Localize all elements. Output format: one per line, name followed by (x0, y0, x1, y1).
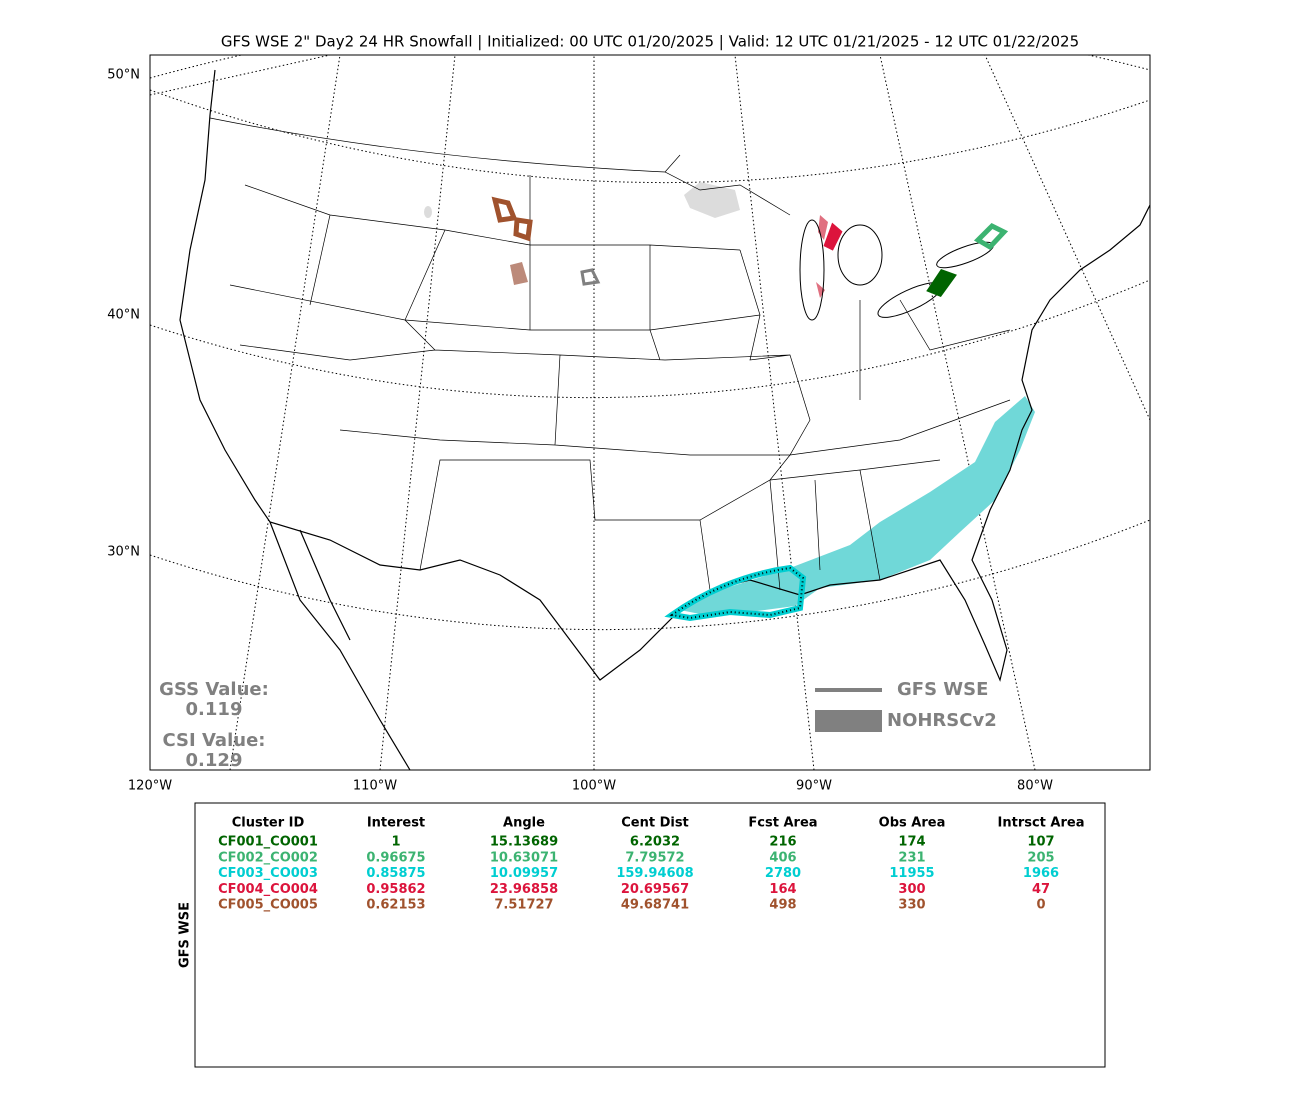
column-header: Interest (367, 816, 425, 831)
table-cell: 0.62153 (366, 898, 425, 913)
coastline (179, 69, 1150, 682)
border (209, 117, 791, 216)
table-side-label: GFS WSE (178, 902, 193, 968)
column-header: Cent Dist (621, 816, 689, 831)
table-cell: 23.96858 (490, 882, 558, 897)
fcst-cluster-outline (823, 222, 843, 251)
csi-value: 0.129 (186, 750, 243, 771)
lon-label: 110°W (353, 779, 397, 794)
state-borders (229, 175, 1011, 591)
table-cell: 6.2032 (630, 835, 680, 850)
table-cell: 10.63071 (490, 850, 558, 865)
table-cell: 107 (1027, 835, 1054, 850)
lake (837, 224, 883, 286)
table-cell: 174 (898, 835, 925, 850)
column-header: Obs Area (879, 816, 946, 831)
map: 50°N 40°N 30°N 120°W 110°W 100°W 90°W 80… (107, 54, 1151, 794)
table-cell: 0 (1036, 898, 1045, 913)
table-cell: 0.96675 (366, 850, 425, 865)
column-header: Angle (503, 816, 545, 831)
table-cell: 216 (769, 835, 796, 850)
csi-label: CSI Value: (163, 730, 266, 751)
table-cell: 49.68741 (621, 898, 689, 913)
obs-snow-area (684, 182, 740, 218)
column-header: Fcst Area (748, 816, 817, 831)
lon-label: 100°W (572, 779, 616, 794)
table-cell: 0.95862 (366, 882, 425, 897)
table-cell: 7.79572 (625, 850, 684, 865)
table-cell: CF001_CO001 (218, 835, 318, 850)
lat-label: 30°N (107, 545, 140, 560)
table-cell: 20.69567 (621, 882, 689, 897)
table-cell: 205 (1027, 850, 1054, 865)
fcst-cluster-outline (664, 564, 807, 622)
lon-label: 90°W (796, 779, 832, 794)
fcst-cluster-outline (580, 268, 601, 286)
lat-label: 50°N (107, 68, 140, 83)
fcst-cluster-outline (926, 268, 957, 298)
table-cell: 159.94608 (616, 866, 693, 881)
legend-label: GFS WSE (897, 679, 988, 700)
map-frame (149, 54, 1151, 771)
table-cell: CF003_CO003 (218, 866, 318, 881)
lon-label: 120°W (128, 779, 172, 794)
table-cell: 7.51727 (494, 898, 553, 913)
obs-snow-area (816, 215, 828, 298)
lat-label: 40°N (107, 308, 140, 323)
table-cell: 406 (769, 850, 796, 865)
scores: GSS Value: 0.119 CSI Value: 0.129 (159, 679, 269, 771)
coastline (269, 521, 411, 770)
table-cell: CF004_CO004 (218, 882, 318, 897)
lon-label: 80°W (1017, 779, 1053, 794)
legend-patch (815, 710, 882, 732)
table-cell: 498 (769, 898, 796, 913)
fcst-cluster-outline (973, 222, 1009, 251)
column-header: Cluster ID (232, 816, 305, 831)
table-cell: 330 (898, 898, 925, 913)
table: GFS WSE Cluster ID Interest Angle Cent Dist… (178, 802, 1106, 1068)
table-body: Cluster ID Interest Angle Cent Dist Fcst Are… (218, 816, 1084, 913)
obs-snow-area (510, 262, 528, 285)
legend: GFS WSE NOHRSCv2 (815, 679, 997, 732)
lake (799, 219, 825, 321)
table-cell: 1966 (1023, 866, 1059, 881)
table-cell: 10.09957 (490, 866, 558, 881)
table-cell: CF005_CO005 (218, 898, 318, 913)
table-cell: 2780 (765, 866, 801, 881)
table-cell: 0.85875 (366, 866, 425, 881)
table-cell: CF002_CO002 (218, 850, 318, 865)
obs-snow-area (424, 206, 432, 218)
table-cell: 11955 (889, 866, 934, 881)
map-content (150, 55, 1150, 770)
table-cell: 15.13689 (490, 835, 558, 850)
fcst-cluster-outline (491, 196, 533, 242)
gss-label: GSS Value: (159, 679, 269, 700)
table-cell: 164 (769, 882, 796, 897)
table-cell: 231 (898, 850, 925, 865)
table-cell: 300 (898, 882, 925, 897)
table-cell: 1 (391, 835, 400, 850)
title: GFS WSE 2" Day2 24 HR Snowfall | Initial… (221, 33, 1079, 51)
obs-snow-area (680, 396, 1035, 614)
column-header: Intrsct Area (998, 816, 1085, 831)
legend-label: NOHRSCv2 (887, 710, 997, 731)
table-cell: 47 (1032, 882, 1050, 897)
table-frame (194, 802, 1106, 1068)
gss-value: 0.119 (186, 699, 243, 720)
